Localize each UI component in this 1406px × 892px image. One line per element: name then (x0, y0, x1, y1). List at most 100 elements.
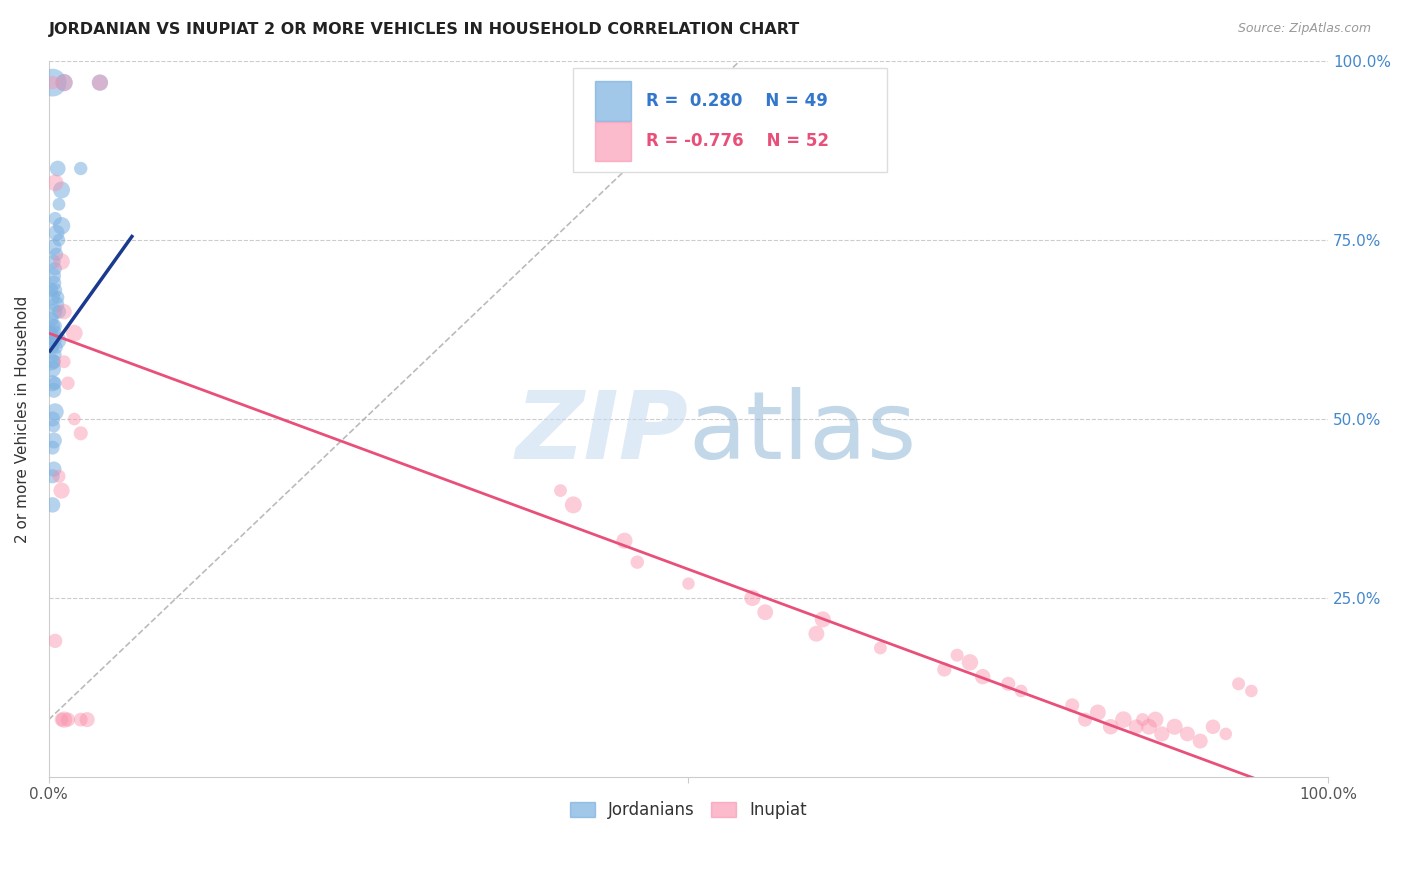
Point (56, 376, 79, 391)
Point (42, 384, 65, 398)
Point (1087, 706, 1109, 720)
Point (56, 713, 79, 727)
Point (48, 197, 70, 211)
Point (1112, 713, 1135, 727)
Point (41, 340, 63, 354)
Point (39, 283, 62, 297)
Point (46, 290, 69, 304)
Point (39, 326, 62, 340)
Point (42, 240, 65, 254)
Point (1177, 727, 1199, 741)
Point (51, 219, 73, 233)
Point (869, 640, 891, 655)
Point (41, 318, 63, 333)
Point (44, 211, 66, 226)
Point (42, 254, 65, 268)
Point (550, 483, 572, 498)
Point (41, 268, 63, 283)
Point (76, 713, 98, 727)
Y-axis label: 2 or more Vehicles in Household: 2 or more Vehicles in Household (15, 295, 30, 542)
Point (46, 161, 69, 176)
Point (41, 469, 63, 483)
Point (39, 355, 62, 369)
Point (41, 498, 63, 512)
Point (1150, 727, 1173, 741)
Point (959, 656, 981, 670)
Point (44, 283, 66, 297)
Point (626, 555, 648, 569)
Point (934, 663, 956, 677)
Point (41, 290, 63, 304)
Point (53, 355, 76, 369)
Point (42, 462, 65, 476)
Point (41, 76, 63, 90)
Point (51, 483, 73, 498)
Point (1099, 720, 1122, 734)
Point (53, 713, 76, 727)
Point (1202, 720, 1225, 734)
Text: Source: ZipAtlas.com: Source: ZipAtlas.com (1237, 22, 1371, 36)
Point (69, 426, 91, 441)
Point (41, 412, 63, 426)
Point (1144, 713, 1167, 727)
Point (946, 648, 969, 663)
Point (41, 362, 63, 376)
Point (972, 670, 994, 684)
Point (41, 76, 63, 90)
Point (45, 247, 67, 261)
Point (678, 576, 700, 591)
Point (44, 348, 66, 362)
Point (48, 469, 70, 483)
Point (44, 376, 66, 391)
Point (42, 326, 65, 340)
Point (811, 612, 834, 626)
Point (44, 261, 66, 276)
Point (45, 297, 67, 311)
Point (1163, 720, 1185, 734)
Point (41, 376, 63, 391)
Point (1137, 720, 1160, 734)
Bar (595, 81, 631, 120)
Point (44, 318, 66, 333)
Point (1125, 720, 1147, 734)
Point (613, 533, 636, 548)
Text: R = -0.776    N = 52: R = -0.776 N = 52 (647, 132, 830, 150)
Point (44, 633, 66, 648)
Point (562, 498, 585, 512)
Point (39, 333, 62, 347)
Point (1189, 734, 1212, 748)
Point (41, 441, 63, 455)
Point (51, 713, 73, 727)
Point (42, 304, 65, 318)
Point (1227, 677, 1250, 691)
Point (44, 176, 66, 190)
Point (51, 254, 73, 268)
Point (53, 304, 76, 318)
Point (42, 276, 65, 290)
Point (46, 333, 69, 347)
Point (754, 605, 776, 619)
Point (89, 76, 111, 90)
Point (997, 677, 1019, 691)
Text: atlas: atlas (689, 387, 917, 479)
Point (806, 626, 828, 640)
Point (63, 326, 86, 340)
Point (53, 76, 76, 90)
Point (63, 412, 86, 426)
Point (44, 333, 66, 347)
Point (1240, 684, 1263, 698)
Point (51, 183, 73, 197)
Point (1132, 713, 1154, 727)
Point (48, 233, 70, 247)
Text: JORDANIAN VS INUPIAT 2 OR MORE VEHICLES IN HOUSEHOLD CORRELATION CHART: JORDANIAN VS INUPIAT 2 OR MORE VEHICLES … (49, 22, 800, 37)
Point (45, 340, 67, 354)
Legend: Jordanians, Inupiat: Jordanians, Inupiat (562, 795, 814, 826)
Bar (595, 122, 631, 161)
Point (1074, 713, 1097, 727)
Point (69, 713, 91, 727)
Point (42, 419, 65, 434)
FancyBboxPatch shape (574, 69, 887, 172)
Text: ZIP: ZIP (516, 387, 689, 479)
Point (1215, 727, 1237, 741)
Point (1010, 684, 1032, 698)
